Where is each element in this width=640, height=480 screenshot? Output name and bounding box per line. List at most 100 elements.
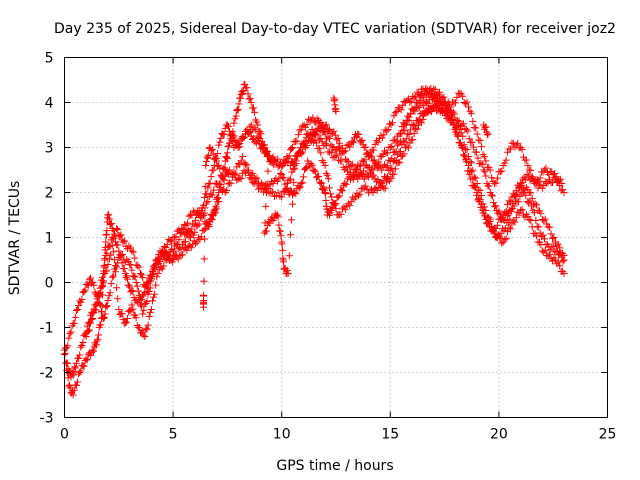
data-point xyxy=(299,173,307,181)
data-point xyxy=(115,247,123,255)
data-point xyxy=(540,248,548,256)
data-point xyxy=(484,130,492,138)
data-point xyxy=(320,158,328,166)
data-point xyxy=(209,150,217,158)
data-point xyxy=(546,223,554,231)
data-point xyxy=(383,178,391,186)
data-point xyxy=(69,371,77,379)
data-point xyxy=(93,337,101,345)
data-point xyxy=(299,122,307,130)
data-point xyxy=(373,162,381,170)
data-point xyxy=(309,131,317,139)
data-point xyxy=(252,126,260,134)
data-point xyxy=(340,148,348,156)
data-point xyxy=(224,123,232,131)
data-point xyxy=(99,273,107,281)
data-point xyxy=(472,174,480,182)
data-point xyxy=(247,121,255,129)
data-point xyxy=(214,150,222,158)
data-point xyxy=(322,196,330,204)
data-point xyxy=(270,176,278,184)
data-point xyxy=(380,131,388,139)
data-point xyxy=(395,139,403,147)
data-point xyxy=(468,138,476,146)
data-point xyxy=(78,295,86,303)
data-point xyxy=(465,135,473,143)
data-point xyxy=(297,180,305,187)
data-point xyxy=(393,108,401,115)
data-point xyxy=(226,166,234,174)
data-point xyxy=(237,175,245,183)
data-point xyxy=(524,162,532,170)
data-point xyxy=(253,118,261,126)
data-point xyxy=(274,189,282,197)
data-point xyxy=(105,211,113,219)
data-point xyxy=(531,200,539,208)
data-point xyxy=(72,307,80,315)
data-point xyxy=(354,130,362,138)
data-point xyxy=(269,180,277,187)
data-point xyxy=(213,157,221,165)
data-point xyxy=(293,137,301,145)
data-point xyxy=(532,216,540,224)
data-point xyxy=(460,152,468,160)
data-point xyxy=(70,367,78,375)
chart-title: Day 235 of 2025, Sidereal Day-to-day VTE… xyxy=(54,21,616,37)
data-point xyxy=(436,94,444,102)
data-point xyxy=(132,279,140,286)
data-point xyxy=(332,200,340,208)
data-point xyxy=(386,166,394,174)
data-point xyxy=(215,161,223,169)
data-point xyxy=(334,135,342,142)
data-point xyxy=(213,204,221,212)
data-point xyxy=(453,130,461,138)
data-point xyxy=(153,273,161,281)
data-point xyxy=(140,331,148,339)
data-point xyxy=(518,179,526,187)
data-point xyxy=(420,102,428,110)
data-point xyxy=(514,181,522,189)
data-point xyxy=(231,171,239,179)
data-point xyxy=(269,153,277,161)
data-point xyxy=(518,145,526,153)
data-point xyxy=(100,314,108,322)
data-point xyxy=(399,101,407,109)
data-point xyxy=(485,182,493,190)
data-point xyxy=(216,164,224,172)
data-point xyxy=(381,184,389,192)
data-point xyxy=(537,209,545,217)
data-point xyxy=(481,124,489,132)
data-point xyxy=(89,309,97,317)
data-point xyxy=(108,220,116,228)
data-point xyxy=(108,273,116,281)
data-point xyxy=(157,263,165,271)
data-point xyxy=(386,144,394,151)
data-point xyxy=(410,94,418,102)
data-point xyxy=(476,137,484,145)
data-point xyxy=(173,227,181,235)
data-point xyxy=(109,272,117,280)
data-point xyxy=(102,302,110,310)
data-point xyxy=(453,93,461,101)
data-point xyxy=(384,126,392,133)
x-tick-label: 5 xyxy=(169,427,178,443)
data-point xyxy=(72,359,80,367)
data-point xyxy=(303,142,311,150)
data-point xyxy=(422,109,430,117)
data-point xyxy=(302,123,310,131)
data-point xyxy=(123,256,131,264)
data-point xyxy=(117,252,125,259)
data-point xyxy=(312,139,320,147)
data-point xyxy=(472,148,480,156)
data-point xyxy=(492,179,500,187)
data-point xyxy=(223,155,231,163)
data-point xyxy=(511,191,519,199)
data-point xyxy=(542,164,550,172)
data-point xyxy=(384,175,392,183)
data-point xyxy=(390,170,398,178)
data-point xyxy=(275,221,283,229)
data-point xyxy=(287,216,295,224)
data-point xyxy=(329,154,337,162)
data-point xyxy=(544,223,552,231)
data-point xyxy=(506,198,514,206)
